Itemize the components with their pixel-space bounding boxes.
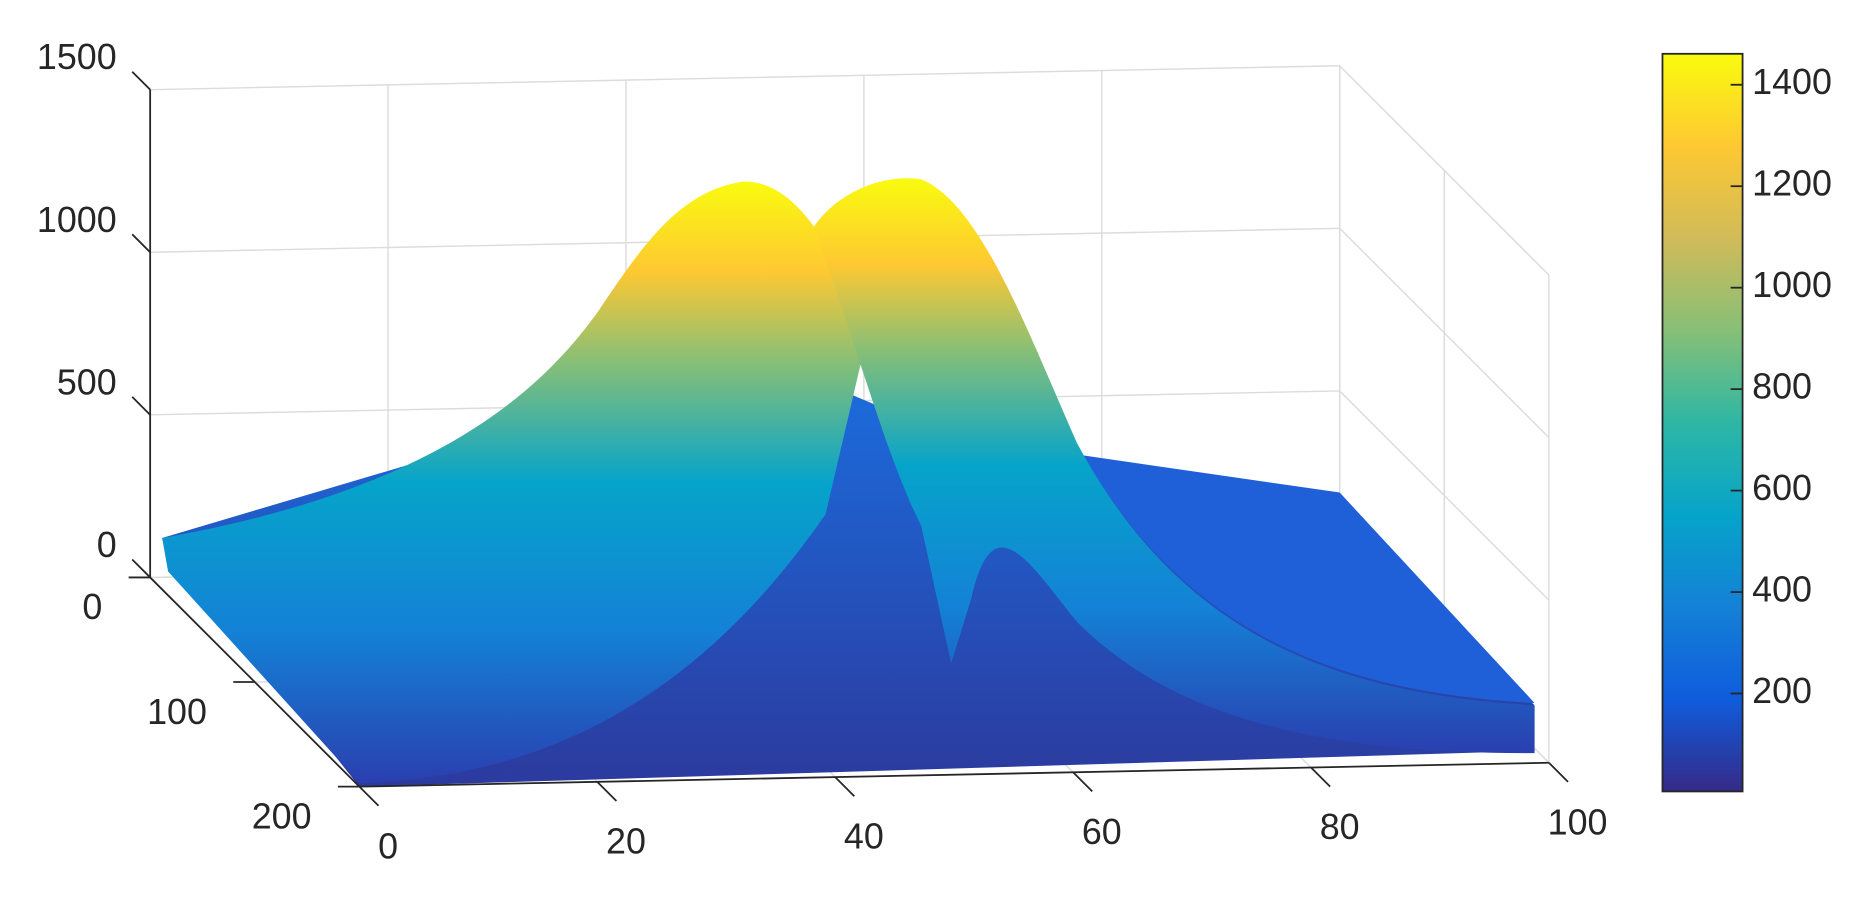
surface-left-hump [162, 181, 868, 784]
z-tick [131, 396, 151, 416]
x-tick-label: 40 [844, 817, 884, 857]
z-tick-label: 1500 [37, 37, 117, 77]
surface-right-hump [813, 178, 1535, 754]
colorbar-tick-label: 600 [1752, 468, 1812, 508]
grid-line [1339, 227, 1550, 439]
z-tick-label: 1000 [37, 200, 117, 240]
grid-line [1339, 65, 1550, 276]
x-tick [1072, 771, 1093, 793]
z-tick [131, 233, 151, 253]
grid-line [150, 65, 1340, 91]
x-tick-label: 20 [606, 821, 646, 861]
x-tick-label: 60 [1082, 812, 1122, 852]
z-tick [131, 71, 151, 91]
z-tick-label: 500 [57, 362, 117, 402]
colorbar-tick-label: 200 [1752, 671, 1812, 711]
x-tick [596, 781, 618, 802]
x-tick-label: 100 [1548, 802, 1608, 842]
z-tick [131, 558, 151, 579]
grid-line [1339, 390, 1550, 601]
x-tick-label: 80 [1320, 807, 1360, 847]
z-tick-label: 0 [97, 525, 117, 565]
colorbar-tick-label: 1200 [1752, 164, 1832, 204]
surface-back-right [992, 442, 1535, 703]
y-tick-label: 0 [82, 587, 102, 627]
colorbar-tick-label: 1000 [1752, 265, 1832, 305]
x-tick [1310, 766, 1331, 788]
y-tick-label: 200 [252, 796, 312, 836]
colorbar-tick-label: 1400 [1752, 62, 1832, 102]
colorbar-tick-label: 800 [1752, 367, 1812, 407]
x-tick [358, 786, 380, 807]
x-tick [1548, 762, 1569, 783]
x-axis [359, 761, 1549, 788]
surface [162, 178, 1535, 787]
x-tick [834, 776, 855, 797]
colorbar [1661, 52, 1744, 793]
x-tick-label: 0 [378, 826, 398, 866]
colorbar-tick-label: 400 [1752, 570, 1812, 610]
y-tick-label: 100 [147, 692, 207, 732]
